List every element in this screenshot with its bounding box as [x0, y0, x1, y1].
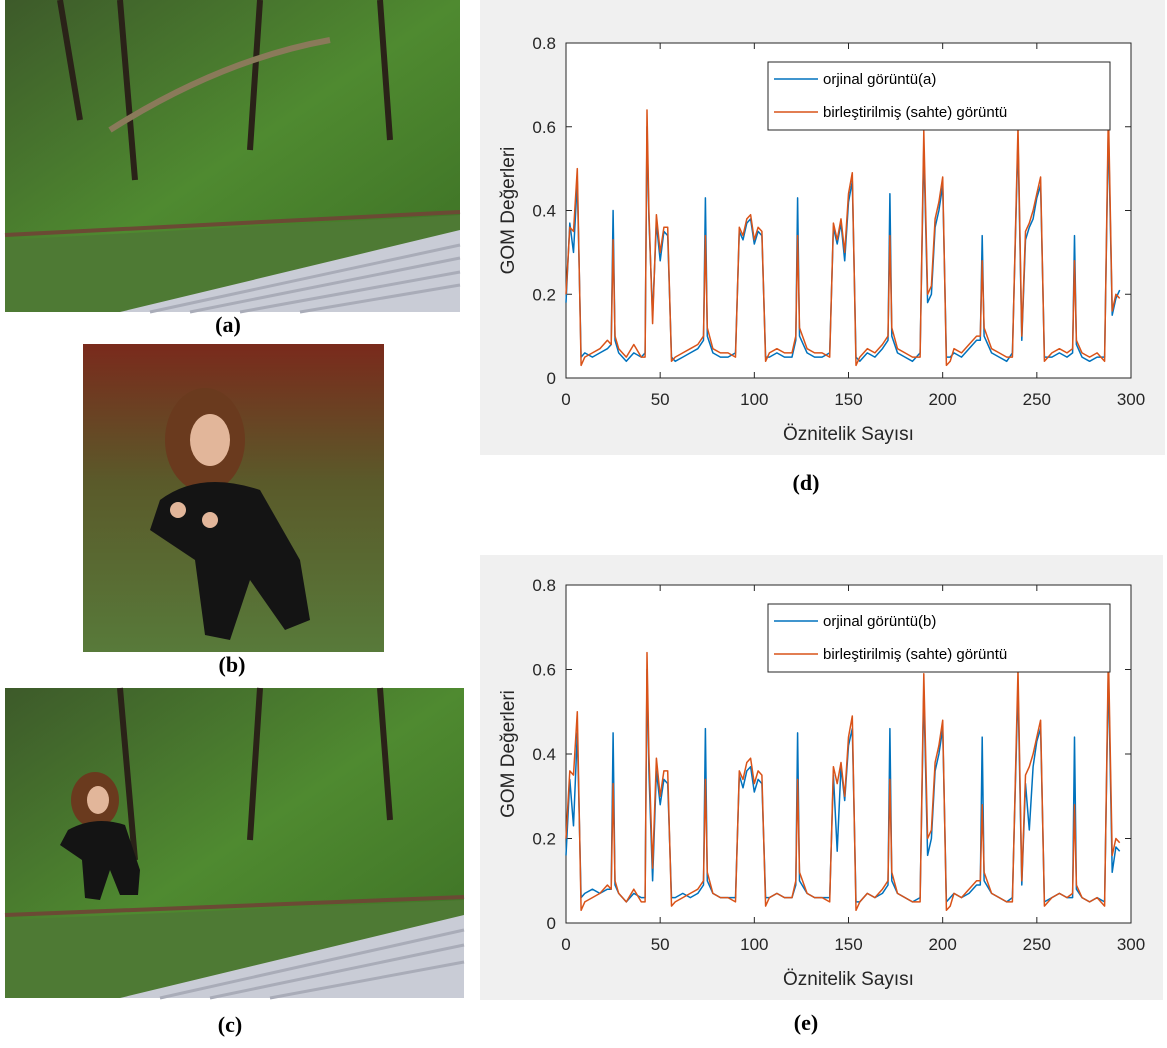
- x-tick-label: 50: [651, 390, 670, 409]
- y-tick-label: 0.8: [532, 576, 556, 595]
- legend-label: birleştirilmiş (sahte) görüntü: [823, 646, 1007, 663]
- y-tick-label: 0.2: [532, 830, 556, 849]
- legend-label: birleştirilmiş (sahte) görüntü: [823, 104, 1007, 121]
- x-tick-label: 200: [928, 935, 956, 954]
- page: {"figure": {"captions": ["(a)", "(b)", "…: [0, 0, 1167, 1048]
- y-tick-label: 0: [547, 914, 556, 933]
- caption: (d): [793, 470, 820, 495]
- x-tick-label: 250: [1023, 935, 1051, 954]
- x-tick-label: 200: [928, 390, 956, 409]
- y-tick-label: 0.6: [532, 118, 556, 137]
- x-axis-label: Öznitelik Sayısı: [783, 424, 914, 445]
- y-tick-label: 0.6: [532, 661, 556, 680]
- caption: (c): [218, 1012, 242, 1037]
- x-tick-label: 300: [1117, 390, 1145, 409]
- x-tick-label: 100: [740, 935, 768, 954]
- x-tick-label: 150: [834, 390, 862, 409]
- x-axis-label: Öznitelik Sayısı: [783, 969, 914, 990]
- photo-b: [83, 344, 384, 652]
- y-tick-label: 0.4: [532, 745, 556, 764]
- legend-label: orjinal görüntü(a): [823, 71, 936, 88]
- photo-a: [5, 0, 460, 312]
- figure: (a) (b) (c) 0 50 100 150 200 250 300 0 0.2 0.4 0.6…: [0, 0, 1167, 1048]
- x-tick-label: 0: [561, 935, 570, 954]
- x-tick-label: 0: [561, 390, 570, 409]
- legend-label: orjinal görüntü(b): [823, 613, 936, 630]
- y-axis-label: GOM Değerleri: [498, 147, 519, 275]
- caption: (e): [794, 1010, 818, 1035]
- x-tick-label: 150: [834, 935, 862, 954]
- y-tick-label: 0.2: [532, 285, 556, 304]
- x-tick-label: 100: [740, 390, 768, 409]
- x-tick-label: 250: [1023, 390, 1051, 409]
- y-tick-label: 0: [547, 369, 556, 388]
- y-axis-label: GOM Değerleri: [498, 690, 519, 818]
- x-tick-label: 300: [1117, 935, 1145, 954]
- caption: (b): [219, 652, 246, 677]
- x-tick-label: 50: [651, 935, 670, 954]
- photo-c: [5, 688, 464, 998]
- caption: (a): [215, 312, 241, 337]
- y-tick-label: 0.4: [532, 202, 556, 221]
- y-tick-label: 0.8: [532, 34, 556, 53]
